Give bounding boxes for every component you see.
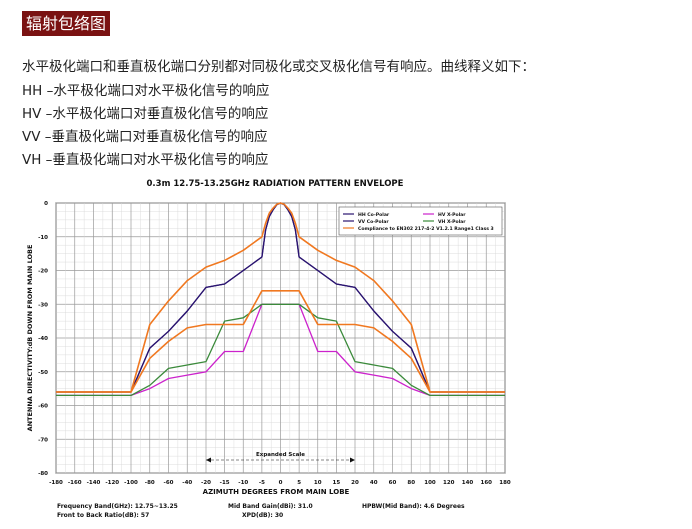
legend-label: VH X-Polar — [438, 219, 466, 225]
x-tick-label: 140 — [462, 480, 474, 486]
x-tick-label: -180 — [49, 480, 63, 486]
legend-label: HV X-Polar — [438, 212, 466, 218]
x-tick-label: -60 — [164, 480, 174, 486]
x-tick-label: 40 — [370, 480, 378, 486]
description-line-hh: HH –水平极化端口对水平极化信号的响应 — [22, 83, 270, 99]
x-tick-label: -40 — [182, 480, 192, 486]
description-intro: 水平极化端口和垂直极化端口分别都对同极化或交叉极化信号有响应。曲线释义如下： — [22, 59, 535, 75]
x-tick-label: -10 — [238, 480, 248, 486]
x-tick-label: -80 — [145, 480, 155, 486]
legend-box — [338, 206, 503, 236]
y-tick-label: -60 — [38, 404, 48, 410]
x-tick-label: 180 — [499, 480, 511, 486]
chart-legend: HH Co-Polar HV X-Polar VV Co-Polar VH X-Pol… — [338, 206, 503, 236]
y-tick-label: -30 — [38, 302, 48, 308]
description-line-vv: VV –垂直极化端口对垂直极化信号的响应 — [22, 129, 268, 145]
x-axis-label: AZIMUTH DEGREES FROM MAIN LOBE — [203, 488, 350, 496]
expanded-scale-label: Expanded Scale — [256, 452, 305, 458]
expanded-scale-arrow-right — [350, 457, 355, 463]
footer-mid-band-gain: Mid Band Gain(dBi): 31.0 — [228, 503, 313, 510]
x-tick-label: -160 — [68, 480, 82, 486]
page-title: 辐射包络图 — [22, 11, 111, 36]
x-tick-label: -120 — [105, 480, 119, 486]
x-tick-label: 160 — [481, 480, 493, 486]
x-tick-label: 100 — [424, 480, 436, 486]
y-tick-label: -40 — [38, 336, 48, 342]
footer-front-to-back: Front to Back Ratio(dB): 57 — [57, 512, 150, 519]
x-tick-label: -15 — [220, 480, 230, 486]
y-tick-label: -20 — [38, 269, 48, 275]
chart-ticks: -180 -160 -140 -120 -100 -80 -60 -40 -20 -15 -10 -5… — [38, 201, 511, 486]
x-tick-label: -20 — [201, 480, 211, 486]
expanded-scale-arrow-left — [206, 457, 211, 463]
legend-label: HH Co-Polar — [358, 212, 390, 218]
x-tick-label: -140 — [87, 480, 101, 486]
chart-grid — [55, 202, 506, 474]
x-tick-label: 10 — [314, 480, 322, 486]
chart-annotations: Expanded Scale — [206, 452, 355, 463]
x-tick-label: -5 — [259, 480, 265, 486]
x-tick-label: 60 — [389, 480, 397, 486]
y-axis-label: ANTENNA DIRECTIVITY:dB DOWN FROM MAIN LO… — [26, 245, 34, 432]
x-tick-label: -100 — [124, 480, 138, 486]
chart-series — [56, 202, 505, 397]
series-line-6 — [56, 289, 505, 393]
footer-hpbw: HPBW(Mid Band): 4.6 Degrees — [362, 503, 465, 510]
y-tick-label: -10 — [38, 235, 48, 241]
series-line-4 — [56, 303, 505, 397]
description-line-vh: VH –垂直极化端口对水平极化信号的响应 — [22, 152, 269, 168]
footer-xpd: XPD(dB): 30 — [242, 512, 284, 519]
legend-label: VV Co-Polar — [358, 219, 389, 225]
x-tick-label: 20 — [351, 480, 359, 486]
y-tick-label: -80 — [38, 471, 48, 477]
x-tick-label: 15 — [333, 480, 341, 486]
x-tick-label: 0 — [279, 480, 283, 486]
legend-label: Compliance to EN302 217-4-2 V1.2.1 Range… — [358, 226, 494, 232]
series-line-5 — [56, 202, 505, 393]
x-tick-label: 80 — [407, 480, 415, 486]
y-tick-label: -70 — [38, 437, 48, 443]
x-tick-label: 120 — [443, 480, 455, 486]
y-tick-label: 0 — [44, 201, 48, 207]
y-tick-label: -50 — [38, 370, 48, 376]
chart-title: 0.3m 12.75-13.25GHz RADIATION PATTERN EN… — [147, 179, 404, 189]
description-line-hv: HV –水平极化端口对垂直极化信号的响应 — [22, 106, 269, 122]
x-tick-label: 5 — [297, 480, 301, 486]
footer-frequency-band: Frequency Band(GHz): 12.75~13.25 — [57, 503, 178, 510]
